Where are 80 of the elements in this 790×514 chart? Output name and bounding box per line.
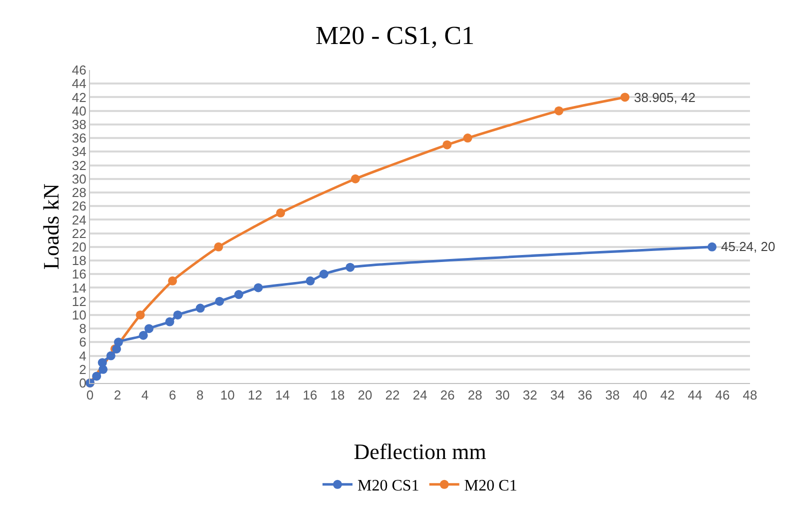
y-tick-label: 36	[72, 130, 86, 146]
y-tick-label: 42	[72, 90, 86, 105]
point	[442, 140, 452, 150]
y-axis-title: Loads kN	[38, 183, 64, 270]
x-tick-label: 2	[114, 388, 122, 403]
legend-label: M20 CS1	[358, 478, 420, 495]
y-tick-label: 28	[72, 185, 86, 200]
y-tick-label: 6	[79, 334, 86, 350]
y-tick-label: 20	[72, 239, 86, 254]
x-tick-label: 14	[275, 388, 290, 403]
point	[346, 262, 355, 272]
x-axis-title: Deflection mm	[354, 439, 486, 464]
y-tick-label: 22	[72, 226, 86, 241]
y-tick-label: 38	[72, 116, 86, 132]
point	[708, 242, 717, 252]
point	[98, 358, 107, 368]
x-tick-label: 48	[742, 388, 758, 403]
point	[92, 372, 102, 381]
point	[215, 296, 224, 306]
x-tick-label: 44	[688, 388, 702, 403]
y-tick-label: 16	[72, 266, 86, 282]
point	[463, 134, 472, 143]
point	[620, 92, 630, 102]
point	[350, 174, 360, 184]
point	[173, 310, 182, 320]
y-tick-label: 34	[72, 144, 86, 160]
y-tick-label: 0	[79, 376, 86, 391]
point	[306, 276, 315, 286]
y-tick-label: 24	[72, 212, 86, 228]
legend-label: M20 C1	[464, 478, 518, 495]
y-tick-label: 26	[72, 198, 86, 214]
x-tick-label: 46	[715, 388, 730, 403]
x-tick-label: 18	[330, 388, 345, 403]
y-tick-label: 46	[72, 62, 86, 78]
x-tick-label: 8	[196, 388, 204, 403]
x-tick-label: 26	[440, 388, 455, 403]
point	[138, 330, 148, 340]
x-tick-label: 30	[495, 388, 510, 403]
point	[214, 242, 224, 252]
y-tick-label: 12	[72, 294, 86, 309]
x-tick-label: 12	[248, 388, 262, 403]
y-tick-label: 2	[79, 362, 86, 377]
point	[319, 270, 328, 279]
y-tick-label: 18	[72, 253, 86, 268]
x-tick-label: 6	[168, 388, 176, 403]
y-tick-label: 30	[72, 171, 86, 186]
x-tick-label: 36	[578, 388, 592, 403]
point	[165, 317, 174, 326]
x-tick-label: 16	[302, 388, 318, 403]
y-tick-label: 8	[79, 321, 86, 336]
y-tick-label: 14	[72, 280, 86, 296]
y-tick-label: 10	[72, 308, 86, 323]
point	[144, 324, 154, 334]
point	[554, 106, 564, 116]
y-tick-label: 32	[72, 158, 86, 173]
y-tick-label: 4	[79, 348, 86, 364]
point	[254, 283, 263, 292]
x-tick-label: 34	[550, 388, 565, 403]
x-tick-label: 28	[468, 388, 482, 403]
x-tick-label: 32	[522, 388, 538, 403]
point	[106, 351, 116, 360]
annotation: 45.24, 20	[721, 239, 776, 254]
x-tick-label: 10	[220, 388, 235, 403]
point	[234, 290, 244, 300]
point	[136, 310, 145, 320]
x-tick-label: 22	[385, 388, 400, 403]
x-tick-label: 24	[412, 388, 428, 403]
annotation: 38.905, 42	[634, 90, 696, 105]
y-tick-label: 44	[72, 76, 86, 92]
point	[196, 304, 205, 313]
y-tick-label: 40	[72, 103, 86, 118]
x-tick-label: 38	[605, 388, 620, 403]
x-tick-label: 42	[660, 388, 675, 403]
point	[114, 338, 123, 347]
x-tick-label: 40	[632, 388, 648, 403]
chart-title: M20 - CS1, C1	[316, 20, 474, 50]
x-tick-label: 20	[358, 388, 372, 403]
point	[168, 276, 177, 286]
x-tick-label: 4	[141, 388, 149, 403]
point	[276, 208, 286, 218]
